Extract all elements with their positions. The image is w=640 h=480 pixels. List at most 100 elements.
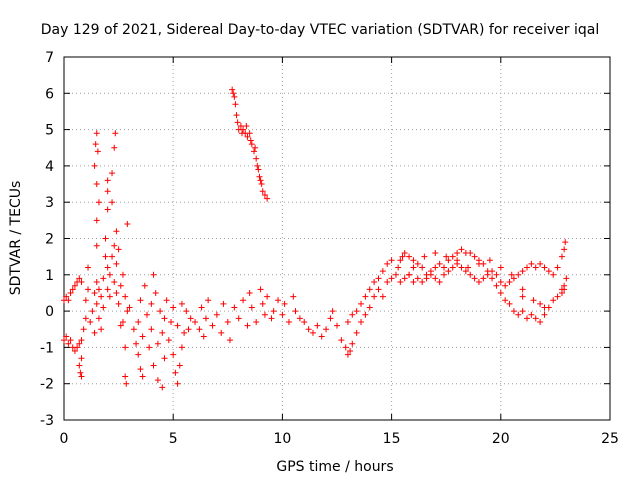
data-point bbox=[213, 311, 220, 318]
data-point bbox=[123, 380, 130, 387]
data-point bbox=[170, 304, 177, 311]
data-point bbox=[231, 304, 238, 311]
data-point bbox=[141, 282, 148, 289]
data-point bbox=[414, 260, 421, 267]
data-point bbox=[344, 351, 351, 358]
data-point bbox=[106, 271, 113, 278]
data-point bbox=[165, 337, 172, 344]
data-point bbox=[124, 220, 131, 227]
data-point bbox=[296, 315, 303, 322]
data-point bbox=[541, 311, 548, 318]
data-point bbox=[305, 326, 312, 333]
y-tick-label: 6 bbox=[45, 86, 54, 102]
data-point bbox=[137, 297, 144, 304]
data-point bbox=[133, 340, 140, 347]
data-point bbox=[104, 264, 111, 271]
data-point bbox=[85, 286, 92, 293]
data-point bbox=[65, 297, 72, 304]
data-point bbox=[152, 289, 159, 296]
data-point bbox=[93, 242, 100, 249]
data-point bbox=[554, 264, 561, 271]
data-point bbox=[174, 322, 181, 329]
data-point bbox=[87, 318, 94, 325]
data-point bbox=[220, 300, 227, 307]
data-point bbox=[414, 275, 421, 282]
data-point bbox=[122, 293, 129, 300]
data-point bbox=[471, 253, 478, 260]
data-point bbox=[91, 289, 98, 296]
data-point bbox=[76, 340, 83, 347]
data-point bbox=[94, 148, 101, 155]
data-point bbox=[119, 318, 126, 325]
data-point bbox=[154, 377, 161, 384]
data-point bbox=[74, 344, 81, 351]
data-point bbox=[248, 141, 255, 148]
data-point bbox=[524, 264, 531, 271]
y-axis-label: SDTVAR / TECUs bbox=[8, 181, 24, 296]
x-tick-label: 5 bbox=[169, 431, 178, 447]
data-point bbox=[519, 293, 526, 300]
data-point bbox=[427, 271, 434, 278]
data-point bbox=[161, 315, 168, 322]
data-point bbox=[318, 333, 325, 340]
data-point bbox=[537, 318, 544, 325]
data-point bbox=[462, 268, 469, 275]
data-point bbox=[371, 279, 378, 286]
y-tick-label: -3 bbox=[40, 413, 54, 429]
data-point bbox=[366, 304, 373, 311]
data-point bbox=[82, 315, 89, 322]
data-point bbox=[148, 300, 155, 307]
data-point bbox=[111, 144, 118, 151]
data-point bbox=[67, 289, 74, 296]
data-point bbox=[98, 326, 105, 333]
data-point bbox=[102, 253, 109, 260]
data-point bbox=[85, 264, 92, 271]
data-point bbox=[148, 326, 155, 333]
data-point bbox=[113, 228, 120, 235]
data-point bbox=[423, 275, 430, 282]
data-point bbox=[178, 300, 185, 307]
data-point bbox=[139, 333, 146, 340]
data-point bbox=[314, 322, 321, 329]
data-point bbox=[65, 340, 72, 347]
data-point bbox=[323, 326, 330, 333]
data-point bbox=[233, 112, 240, 119]
data-point bbox=[334, 322, 340, 329]
chart-title: Day 129 of 2021, Sidereal Day-to-day VTE… bbox=[41, 22, 599, 38]
x-tick-label: 15 bbox=[383, 431, 401, 447]
data-point bbox=[243, 122, 250, 129]
data-point bbox=[183, 308, 190, 315]
data-point bbox=[281, 300, 288, 307]
data-point bbox=[261, 191, 268, 198]
data-point bbox=[150, 362, 157, 369]
y-tick-label: 4 bbox=[45, 159, 54, 175]
data-point bbox=[493, 271, 500, 278]
data-point bbox=[231, 93, 238, 100]
data-point bbox=[192, 318, 199, 325]
data-point bbox=[258, 181, 265, 188]
data-point bbox=[532, 264, 539, 271]
data-point bbox=[261, 311, 268, 318]
data-point bbox=[475, 260, 482, 267]
data-point bbox=[397, 279, 404, 286]
data-point bbox=[76, 275, 83, 282]
data-point bbox=[530, 297, 537, 304]
data-point bbox=[209, 322, 216, 329]
data-point bbox=[122, 344, 129, 351]
data-point bbox=[388, 257, 395, 264]
data-point bbox=[102, 235, 109, 242]
data-point bbox=[196, 326, 203, 333]
data-point bbox=[445, 268, 452, 275]
data-series bbox=[61, 86, 570, 391]
data-point bbox=[484, 271, 491, 278]
data-point bbox=[358, 300, 365, 307]
data-point bbox=[95, 199, 102, 206]
data-point bbox=[176, 362, 183, 369]
data-point bbox=[78, 373, 85, 380]
data-point bbox=[78, 337, 85, 344]
data-point bbox=[524, 315, 531, 322]
data-point bbox=[510, 308, 517, 315]
data-point bbox=[80, 326, 87, 333]
data-point bbox=[251, 148, 258, 155]
data-point bbox=[253, 155, 260, 162]
